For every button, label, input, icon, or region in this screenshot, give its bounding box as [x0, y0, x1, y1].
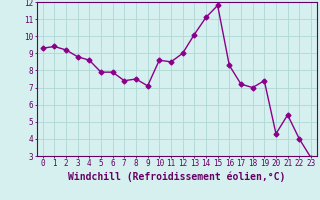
X-axis label: Windchill (Refroidissement éolien,°C): Windchill (Refroidissement éolien,°C): [68, 171, 285, 182]
